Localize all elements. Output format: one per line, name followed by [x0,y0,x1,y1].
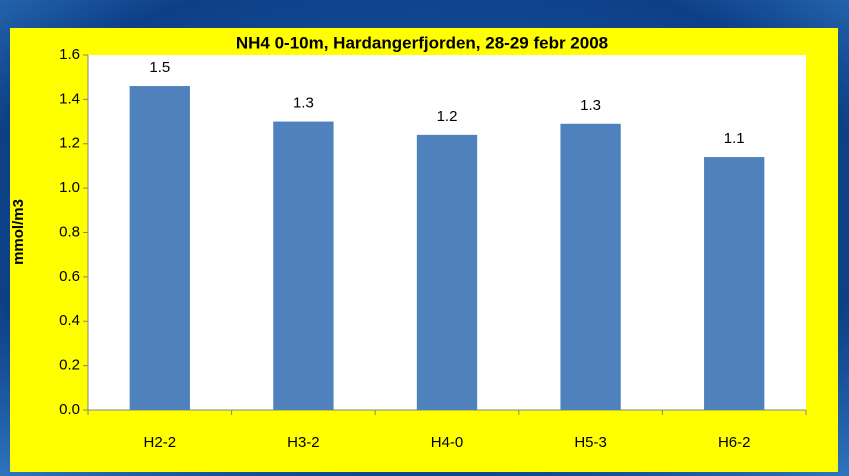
bar [560,123,621,410]
data-label: 1.3 [293,95,314,112]
x-tick-label: H5-3 [574,434,607,451]
bar [273,121,334,410]
bar [704,157,765,410]
y-axis-label: mmol/m3 [10,199,27,265]
x-tick-label: H3-2 [287,434,320,451]
y-tick-label: 0.6 [59,268,80,285]
y-tick-label: 0.0 [59,401,80,418]
data-label: 1.1 [724,130,745,147]
y-tick-label: 1.6 [59,46,80,63]
data-label: 1.2 [437,108,458,125]
bar [129,86,190,410]
chart-title: NH4 0-10m, Hardangerfjorden, 28-29 febr … [236,33,608,52]
data-label: 1.5 [149,59,170,76]
y-tick-label: 0.8 [59,223,80,240]
y-tick-label: 1.4 [59,90,80,107]
y-tick-label: 0.2 [59,357,80,374]
y-tick-label: 0.4 [59,312,80,329]
y-tick-label: 1.0 [59,179,80,196]
y-tick-label: 1.2 [59,135,80,152]
x-tick-label: H6-2 [718,434,751,451]
x-tick-label: H2-2 [144,434,177,451]
bar [416,134,478,410]
x-tick-label: H4-0 [431,434,464,451]
data-label: 1.3 [580,97,601,114]
